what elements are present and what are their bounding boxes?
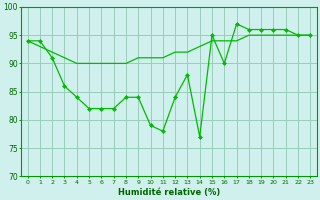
X-axis label: Humidité relative (%): Humidité relative (%) <box>118 188 220 197</box>
